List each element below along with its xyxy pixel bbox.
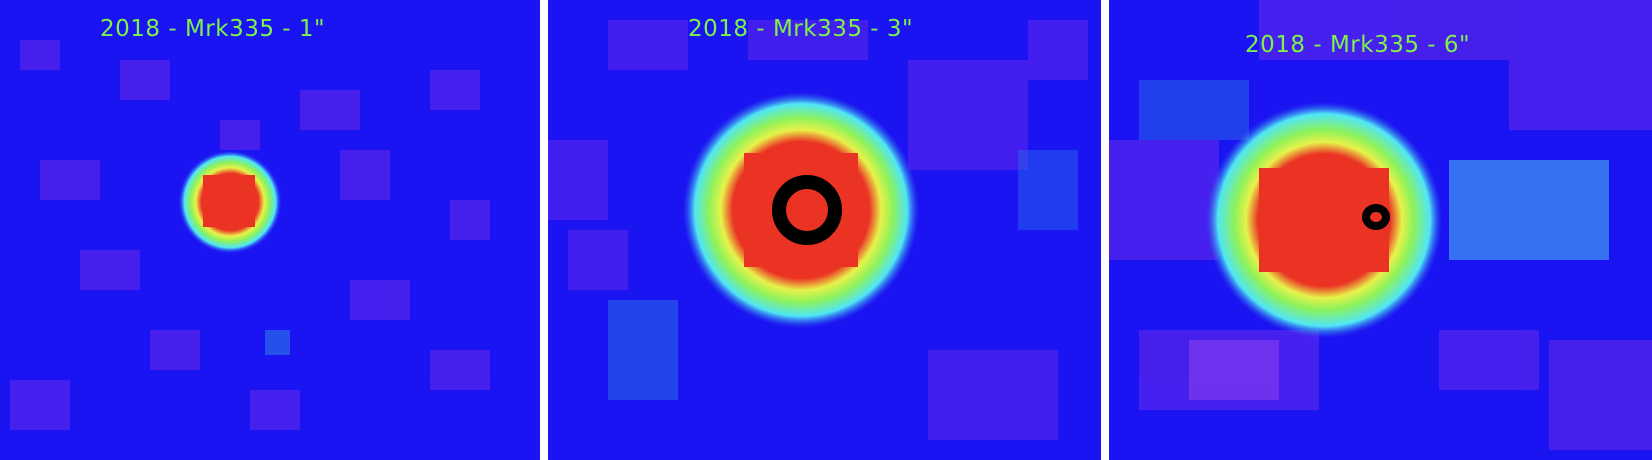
contour-ring — [772, 175, 842, 245]
panel-label-1: 2018 - Mrk335 - 1" — [100, 16, 326, 42]
heatmap-3 — [1109, 0, 1652, 460]
image-panel-3: 2018 - Mrk335 - 6" — [1109, 0, 1652, 460]
noise-blobs — [10, 40, 490, 430]
panel-label-3: 2018 - Mrk335 - 6" — [1245, 32, 1471, 58]
heatmap-1 — [0, 0, 540, 460]
heatmap-2 — [548, 0, 1101, 460]
image-panel-1: 2018 - Mrk335 - 1" — [0, 0, 540, 460]
noise-blobs — [548, 20, 1088, 440]
image-panel-2: 2018 - Mrk335 - 3" — [548, 0, 1101, 460]
contour-small-ring — [1362, 204, 1390, 230]
panel-label-2: 2018 - Mrk335 - 3" — [688, 16, 914, 42]
noise-blobs — [1109, 0, 1652, 450]
